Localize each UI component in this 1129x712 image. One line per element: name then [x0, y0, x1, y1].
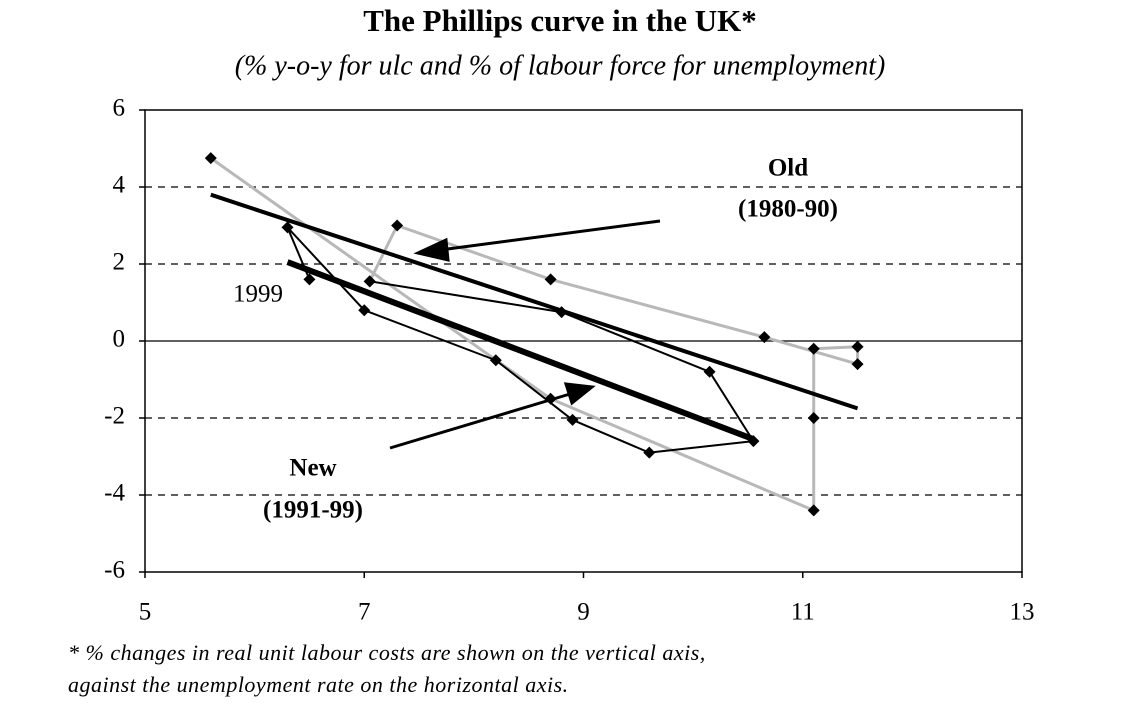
footnote: * % changes in real unit labour costs ar…	[68, 640, 706, 665]
series-line	[286, 259, 755, 442]
marker	[555, 306, 568, 319]
marker	[851, 340, 864, 353]
y-tick-label: -2	[104, 403, 125, 430]
annotation: Old	[768, 155, 808, 182]
annotation: (1980-90)	[738, 196, 838, 223]
footnote: against the unemployment rate on the hor…	[68, 672, 569, 697]
series-line	[286, 226, 755, 454]
marker	[204, 152, 217, 165]
marker	[358, 304, 371, 317]
arrow-head	[563, 382, 596, 406]
x-tick-label: 13	[1010, 599, 1035, 626]
x-tick-label: 9	[577, 599, 590, 626]
y-tick-label: 6	[113, 95, 126, 122]
arrow	[439, 219, 661, 252]
marker	[747, 435, 760, 448]
annotation: 1999	[233, 281, 283, 308]
marker	[807, 342, 820, 355]
series-line	[210, 192, 859, 411]
marker	[758, 331, 771, 344]
marker	[391, 219, 404, 232]
marker	[807, 412, 820, 424]
y-tick-label: -4	[104, 480, 125, 507]
marker	[566, 413, 579, 426]
y-tick-label: 2	[113, 249, 126, 276]
chart-subtitle: (% y-o-y for ulc and % of labour force f…	[235, 50, 886, 81]
marker	[281, 221, 294, 234]
arrow-head	[413, 237, 450, 262]
marker	[703, 365, 716, 378]
y-tick-label: -6	[104, 557, 125, 584]
marker	[807, 504, 820, 517]
marker	[303, 273, 316, 286]
marker	[851, 358, 864, 371]
x-tick-label: 5	[139, 599, 152, 626]
marker	[544, 273, 557, 286]
marker	[643, 446, 656, 459]
marker	[489, 354, 502, 367]
chart-title: The Phillips curve in the UK*	[363, 3, 757, 38]
x-tick-label: 7	[358, 599, 371, 626]
plot-area: -6 -4 -2 0 2 4 6 5 7 9 11 13	[104, 95, 1034, 626]
arrows	[389, 219, 661, 450]
marker	[363, 275, 376, 288]
arrow	[389, 392, 571, 450]
y-tick-label: 4	[113, 172, 126, 199]
x-tick-label: 11	[791, 599, 815, 626]
y-tick-label: 0	[113, 326, 126, 353]
annotation: New	[289, 455, 336, 482]
annotation: (1991-99)	[263, 497, 363, 524]
